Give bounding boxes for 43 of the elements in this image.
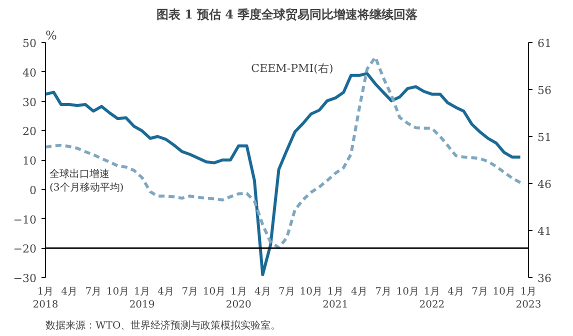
y-tick-label: −30 [13, 272, 37, 285]
x-tick-label: 10月 [202, 286, 226, 298]
y-tick-label: 10 [22, 154, 37, 168]
line-series [46, 56, 522, 250]
x-tick-label: 1月 2019 [129, 286, 155, 311]
x-tick-label: 1月 2020 [226, 286, 252, 311]
x-tick-label: 4月 [158, 286, 174, 298]
y-tick-label: −10 [13, 213, 37, 226]
chart-title: 图表 1 预估 4 季度全球贸易同比增速将继续回落 [156, 8, 419, 22]
x-tick-label: 1月 2021 [322, 286, 348, 311]
y-tick-label: 0 [30, 184, 36, 197]
y-axis-title: % [46, 28, 57, 42]
x-tick-label: 7月 [472, 286, 488, 298]
series-label: 全球出口增速 (3个月移动平均) [50, 168, 124, 194]
x-tick-label: 7月 [375, 286, 392, 298]
x-tick-label: 1月 2018 [32, 286, 58, 311]
x-tick-label: 4月 [61, 286, 78, 298]
x-tick-label: 7月 [182, 286, 198, 298]
y-tick-label: 20 [22, 125, 37, 138]
y2-tick-label: 56 [538, 84, 552, 97]
x-tick-label: 10月 [300, 286, 322, 298]
y2-tick-label: 36 [538, 272, 552, 285]
source-note: 数据来源：WTO、世界经济预测与政策模拟实验室。 [46, 320, 281, 332]
y-tick-label: 40 [22, 66, 37, 80]
x-tick-label: 10月 [396, 286, 419, 298]
y-tick-label: −20 [13, 242, 37, 256]
y2-tick-label: 46 [538, 178, 552, 191]
x-tick-label: 10月 [106, 286, 130, 298]
line-series [46, 72, 522, 276]
x-tick-label: 7月 [278, 286, 295, 298]
x-tick-label: 1月 2022 [419, 286, 445, 311]
x-tick-label: 1月 2023 [516, 286, 542, 311]
y2-tick-label: 61 [538, 37, 552, 50]
y-tick-label: 30 [22, 96, 37, 109]
x-tick-label: 7月 [85, 286, 102, 298]
x-tick-label: 4月 [351, 286, 368, 298]
x-tick-label: 4月 [254, 286, 271, 298]
x-tick-label: 4月 [448, 286, 464, 298]
y-tick-label: 50 [22, 37, 37, 50]
y2-tick-label: 51 [538, 131, 552, 144]
y2-tick-label: 41 [538, 225, 552, 238]
series-label: CEEM-PMI(右) [251, 62, 334, 75]
x-tick-label: 10月 [492, 286, 516, 298]
